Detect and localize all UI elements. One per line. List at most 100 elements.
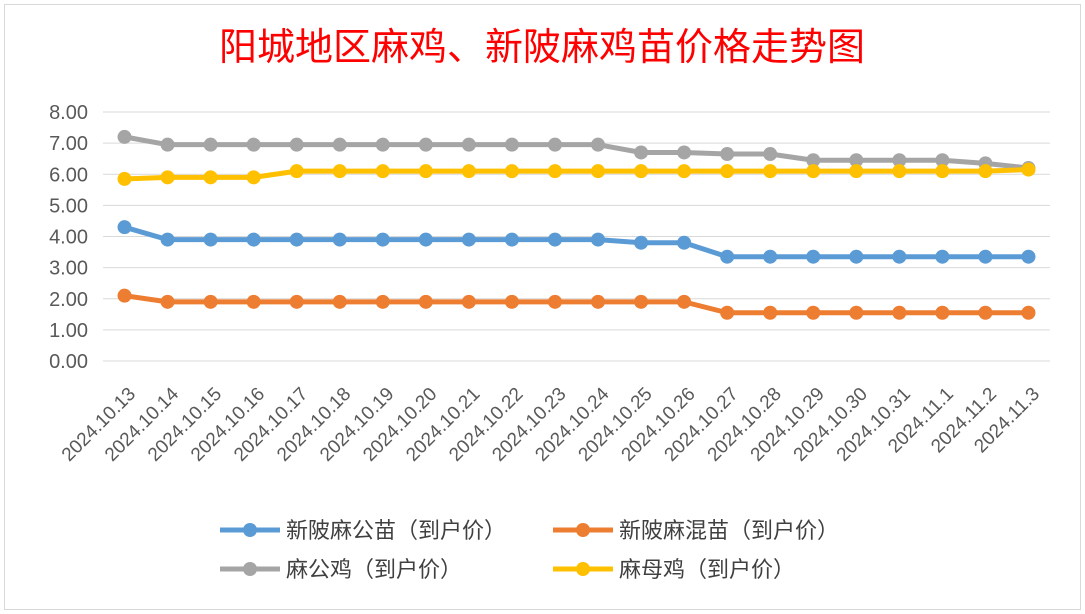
data-point: [677, 164, 692, 179]
legend-swatch-marker: [576, 523, 590, 537]
data-point: [806, 164, 821, 179]
legend: 新陂麻公苗（到户价） 新陂麻混苗（到户价） 麻公鸡（到户价） 麻母鸡（到户价）: [220, 519, 839, 583]
data-point: [935, 249, 950, 264]
data-point: [160, 137, 175, 152]
legend-swatch-marker: [243, 523, 257, 537]
data-point: [677, 145, 692, 160]
data-point: [117, 288, 132, 303]
y-tick-label: 0.00: [49, 351, 88, 373]
data-point: [763, 249, 778, 264]
series-layer: [117, 129, 1036, 320]
data-point: [375, 294, 390, 309]
data-point: [935, 153, 950, 168]
data-point: [892, 153, 907, 168]
series-line: [123, 224, 1029, 260]
data-point: [418, 164, 433, 179]
series-line: [124, 293, 1029, 316]
data-point: [591, 294, 606, 309]
data-point: [418, 232, 433, 247]
data-point: [763, 164, 778, 179]
data-point: [547, 137, 562, 152]
data-point: [504, 294, 519, 309]
data-point: [978, 164, 993, 179]
data-point: [806, 305, 821, 320]
data-point: [332, 294, 347, 309]
data-point: [203, 137, 218, 152]
data-point: [246, 137, 261, 152]
data-point: [547, 232, 562, 247]
series-2: [117, 129, 1036, 176]
data-point: [375, 137, 390, 152]
data-point: [418, 137, 433, 152]
series-line: [124, 134, 1029, 171]
data-point: [634, 294, 649, 309]
data-point: [332, 164, 347, 179]
x-axis-ticks: 2024.10.132024.10.142024.10.152024.10.16…: [58, 383, 1044, 465]
legend-item: 麻母鸡（到户价）: [553, 558, 795, 583]
data-point: [1021, 305, 1036, 320]
data-point: [332, 137, 347, 152]
data-point: [289, 232, 304, 247]
y-tick-label: 8.00: [49, 102, 88, 124]
data-point: [289, 294, 304, 309]
data-point: [591, 164, 606, 179]
data-point: [160, 170, 175, 185]
data-point: [677, 235, 692, 250]
data-point: [246, 232, 261, 247]
data-point: [634, 164, 649, 179]
data-point: [849, 249, 864, 264]
data-point: [849, 305, 864, 320]
data-point: [935, 305, 950, 320]
data-point: [289, 164, 304, 179]
legend-label: 新陂麻公苗（到户价）: [286, 519, 506, 544]
data-point: [504, 232, 519, 247]
legend-swatch-marker: [576, 562, 590, 576]
data-point: [1021, 162, 1036, 177]
data-point: [461, 232, 476, 247]
legend-swatch-marker: [243, 562, 257, 576]
data-point: [720, 164, 735, 179]
data-point: [720, 249, 735, 264]
legend-label: 麻母鸡（到户价）: [619, 558, 795, 583]
grid-lines: [103, 111, 1050, 362]
legend-label: 新陂麻混苗（到户价）: [619, 519, 839, 544]
data-point: [504, 164, 519, 179]
data-point: [677, 294, 692, 309]
data-point: [461, 137, 476, 152]
data-point: [117, 171, 132, 186]
legend-item: 麻公鸡（到户价）: [220, 558, 462, 583]
data-point: [117, 129, 132, 144]
data-point: [461, 164, 476, 179]
data-point: [849, 153, 864, 168]
data-point: [1021, 249, 1036, 264]
y-tick-label: 3.00: [49, 258, 88, 280]
y-tick-label: 2.00: [49, 289, 88, 311]
series-3: [117, 162, 1036, 186]
data-point: [591, 232, 606, 247]
data-point: [418, 294, 433, 309]
data-point: [892, 249, 907, 264]
data-point: [978, 249, 993, 264]
data-point: [246, 294, 261, 309]
data-point: [246, 170, 261, 185]
data-point: [203, 294, 218, 309]
series-1: [117, 288, 1036, 320]
data-point: [935, 164, 950, 179]
data-point: [375, 232, 390, 247]
y-tick-label: 6.00: [49, 164, 88, 186]
y-tick-label: 1.00: [49, 320, 88, 342]
data-point: [504, 137, 519, 152]
legend-item: 新陂麻混苗（到户价）: [553, 519, 839, 544]
data-point: [720, 305, 735, 320]
data-point: [289, 137, 304, 152]
data-point: [160, 294, 175, 309]
data-point: [892, 164, 907, 179]
series-line: [124, 167, 1029, 182]
data-point: [763, 147, 778, 162]
data-point: [591, 137, 606, 152]
legend-item: 新陂麻公苗（到户价）: [220, 519, 506, 544]
y-tick-label: 7.00: [49, 133, 88, 155]
data-point: [806, 249, 821, 264]
legend-label: 麻公鸡（到户价）: [286, 558, 462, 583]
